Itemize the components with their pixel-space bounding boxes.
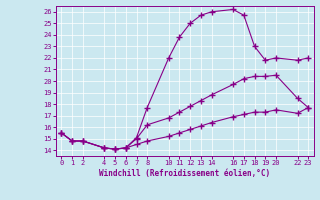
X-axis label: Windchill (Refroidissement éolien,°C): Windchill (Refroidissement éolien,°C) (99, 169, 270, 178)
